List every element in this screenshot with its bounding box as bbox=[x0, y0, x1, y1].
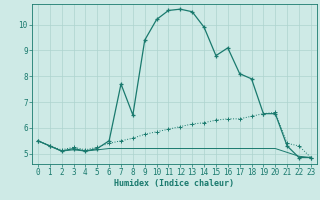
X-axis label: Humidex (Indice chaleur): Humidex (Indice chaleur) bbox=[115, 179, 234, 188]
